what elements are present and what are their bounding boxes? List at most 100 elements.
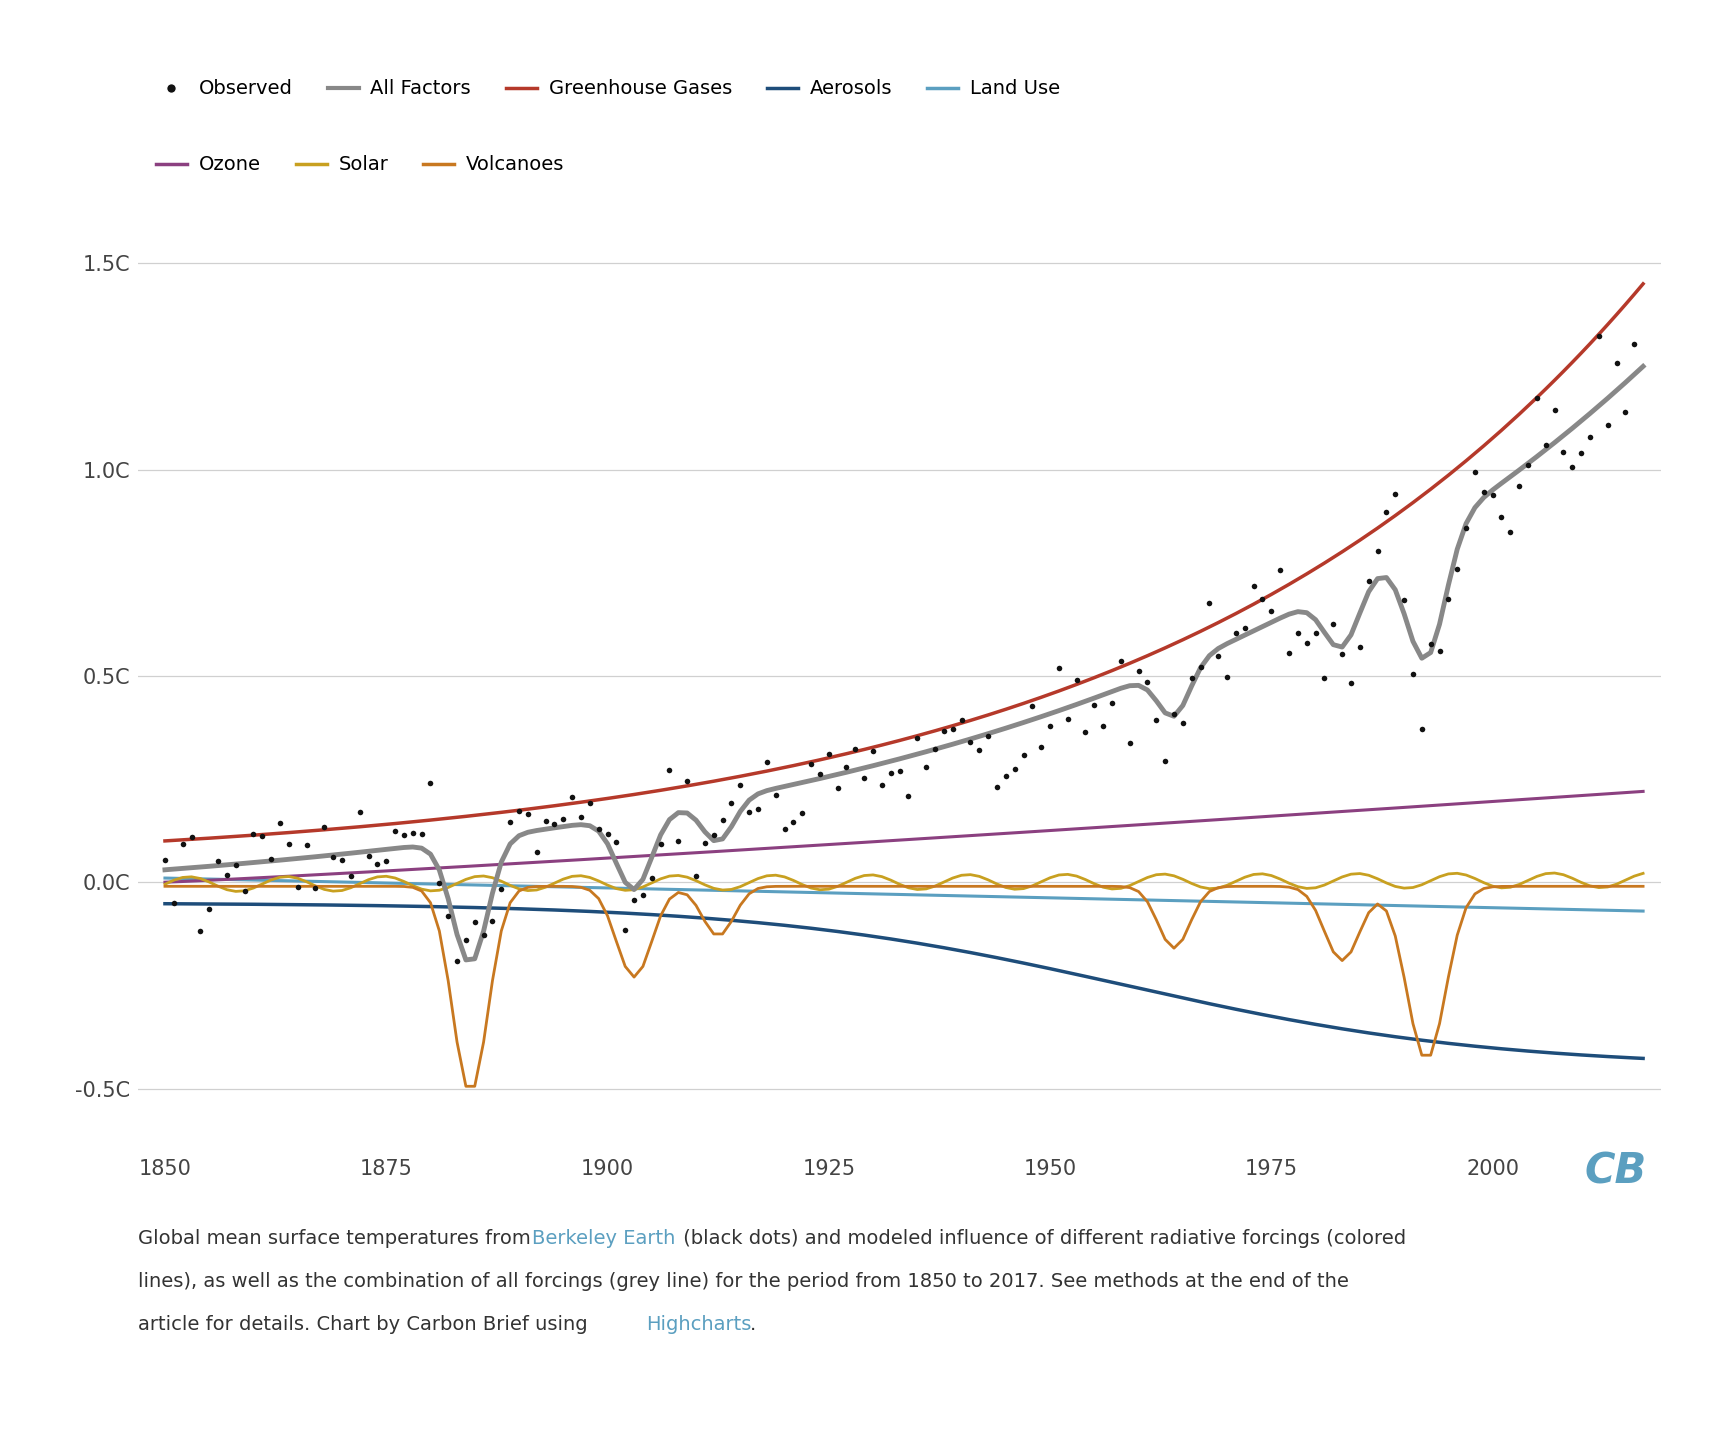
Point bbox=[860, 739, 887, 762]
Point bbox=[1514, 453, 1541, 476]
Point bbox=[372, 850, 400, 873]
Point bbox=[1541, 398, 1569, 421]
Point bbox=[991, 765, 1019, 788]
Point bbox=[204, 850, 232, 873]
Point bbox=[310, 815, 337, 838]
Point bbox=[912, 756, 939, 779]
Text: Highcharts: Highcharts bbox=[645, 1316, 751, 1334]
Point bbox=[611, 919, 638, 942]
Point bbox=[1576, 426, 1604, 449]
Point bbox=[948, 707, 976, 731]
Point bbox=[1142, 709, 1169, 732]
Point bbox=[939, 718, 967, 741]
Point bbox=[1045, 656, 1073, 679]
Text: .: . bbox=[749, 1316, 756, 1334]
Point bbox=[170, 833, 197, 856]
Point bbox=[1275, 641, 1303, 664]
Point bbox=[1028, 735, 1055, 758]
Point bbox=[593, 823, 621, 846]
Point bbox=[1221, 623, 1249, 646]
Point bbox=[559, 785, 586, 808]
Point bbox=[460, 910, 488, 933]
Point bbox=[1150, 749, 1178, 772]
Point bbox=[1062, 669, 1090, 692]
Point bbox=[798, 752, 825, 775]
Point bbox=[346, 801, 374, 824]
Point bbox=[761, 784, 789, 807]
Point bbox=[903, 726, 931, 749]
Point bbox=[1292, 631, 1320, 654]
Point bbox=[1266, 558, 1294, 581]
Point bbox=[1178, 667, 1206, 690]
Point bbox=[355, 846, 382, 869]
Point bbox=[1559, 456, 1586, 479]
Point bbox=[337, 864, 365, 887]
Point bbox=[329, 848, 356, 871]
Point bbox=[656, 759, 683, 782]
Point bbox=[1602, 351, 1630, 374]
Point bbox=[682, 864, 709, 887]
Point bbox=[983, 775, 1010, 798]
Point bbox=[452, 928, 479, 951]
Point bbox=[744, 798, 772, 821]
Point bbox=[1585, 324, 1612, 347]
Point bbox=[931, 719, 958, 742]
Point bbox=[514, 802, 541, 825]
Point bbox=[151, 848, 178, 871]
Point bbox=[1382, 482, 1410, 505]
Point bbox=[1116, 731, 1144, 754]
Point bbox=[240, 823, 268, 846]
Point bbox=[1249, 588, 1277, 611]
Point bbox=[789, 801, 817, 824]
Text: lines), as well as the combination of all forcings (grey line) for the period fr: lines), as well as the combination of al… bbox=[138, 1273, 1349, 1291]
Point bbox=[434, 905, 462, 928]
Legend: Ozone, Solar, Volcanoes: Ozone, Solar, Volcanoes bbox=[149, 148, 573, 183]
Point bbox=[894, 785, 922, 808]
Point bbox=[770, 817, 798, 840]
Point bbox=[443, 951, 471, 974]
Point bbox=[974, 725, 1002, 748]
Point bbox=[1284, 621, 1311, 644]
Text: article for details. Chart by Carbon Brief using: article for details. Chart by Carbon Bri… bbox=[138, 1316, 595, 1334]
Point bbox=[1258, 600, 1285, 623]
Point bbox=[426, 871, 453, 894]
Point bbox=[1593, 414, 1621, 437]
Point bbox=[187, 920, 215, 943]
Point bbox=[479, 909, 507, 932]
Point bbox=[1002, 758, 1029, 781]
Point bbox=[1434, 587, 1462, 610]
Point bbox=[301, 877, 329, 900]
Point bbox=[815, 742, 843, 765]
Text: (black dots) and modeled influence of different radiative forcings (colored: (black dots) and modeled influence of di… bbox=[676, 1229, 1406, 1248]
Point bbox=[1240, 575, 1268, 598]
Point bbox=[531, 810, 559, 833]
Point bbox=[877, 762, 905, 785]
Point bbox=[1363, 539, 1391, 562]
Point bbox=[1488, 506, 1515, 529]
Point bbox=[550, 808, 578, 831]
Point bbox=[602, 831, 630, 854]
Point bbox=[1071, 720, 1099, 743]
Point bbox=[1019, 695, 1047, 718]
Point bbox=[1337, 672, 1365, 695]
Point bbox=[1496, 521, 1524, 544]
Point bbox=[1621, 332, 1649, 355]
Point bbox=[1107, 649, 1135, 672]
Point bbox=[567, 805, 595, 828]
Point bbox=[1391, 588, 1419, 611]
Point bbox=[292, 834, 320, 857]
Point bbox=[709, 808, 737, 831]
Point bbox=[780, 811, 808, 834]
Point bbox=[1355, 569, 1382, 592]
Point bbox=[701, 824, 728, 847]
Point bbox=[920, 738, 948, 761]
Point bbox=[488, 877, 516, 900]
Point bbox=[841, 738, 868, 761]
Point bbox=[400, 823, 427, 846]
Point bbox=[1451, 516, 1479, 539]
Point bbox=[1169, 712, 1197, 735]
Point bbox=[1161, 702, 1189, 725]
Point bbox=[1187, 656, 1214, 679]
Point bbox=[284, 876, 311, 899]
Point bbox=[1462, 462, 1490, 485]
